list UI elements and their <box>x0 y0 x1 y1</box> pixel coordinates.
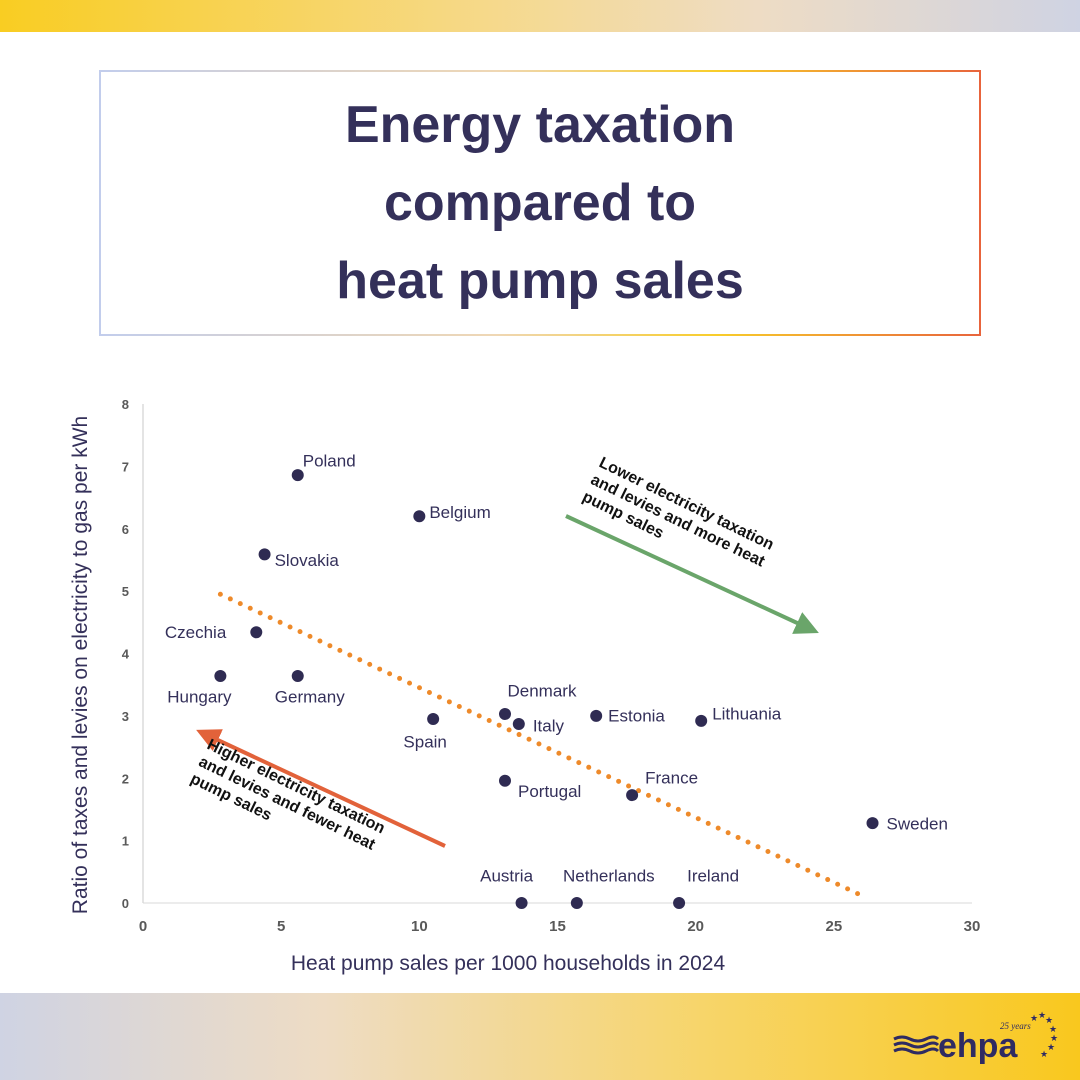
y-tick-label: 6 <box>122 522 129 537</box>
x-axis-label: Heat pump sales per 1000 households in 2… <box>291 952 726 975</box>
point-label: Spain <box>403 732 446 751</box>
point-label: Slovakia <box>275 551 340 570</box>
x-tick-label: 10 <box>411 918 428 935</box>
point-label: Lithuania <box>712 704 782 723</box>
y-tick-label: 0 <box>122 896 129 911</box>
svg-text:★: ★ <box>1047 1042 1055 1052</box>
point-label: Hungary <box>167 687 232 706</box>
point-label: Poland <box>303 452 356 471</box>
data-point <box>866 817 879 830</box>
annotation-line: Higher electricity taxation <box>204 736 387 837</box>
top-gradient-band <box>0 0 1080 32</box>
y-tick-label: 3 <box>122 709 129 724</box>
page-title: Energy taxation compared to heat pump sa… <box>336 96 744 310</box>
svg-text:★: ★ <box>1040 1049 1048 1059</box>
data-point <box>590 709 603 722</box>
data-point <box>258 548 271 561</box>
ehpa-logo: ehpa 25 years ★ ★★ ★★★★ <box>893 1010 1058 1065</box>
svg-text:★: ★ <box>1045 1015 1053 1025</box>
annotation-arrow <box>196 729 446 848</box>
data-point <box>498 774 511 787</box>
y-tick-label: 1 <box>122 834 129 849</box>
point-label: Italy <box>533 716 565 735</box>
trendline <box>217 591 870 901</box>
x-tick-label: 5 <box>277 918 285 935</box>
y-axis-label: Ratio of taxes and levies on electricity… <box>69 416 92 914</box>
point-label: Ireland <box>687 867 739 886</box>
point-label: Belgium <box>429 503 490 522</box>
point-label: Austria <box>480 867 533 886</box>
x-tick-label: 15 <box>549 918 566 935</box>
y-tick-label: 2 <box>122 771 129 786</box>
data-point <box>427 712 440 725</box>
data-point <box>695 714 708 727</box>
svg-text:★: ★ <box>1049 1024 1057 1034</box>
y-tick-label: 4 <box>122 647 130 662</box>
point-label: France <box>645 769 698 788</box>
annotation-line: Lower electricity taxation <box>596 454 776 553</box>
data-point <box>291 469 304 482</box>
point-label: Denmark <box>508 682 577 701</box>
svg-text:★: ★ <box>1030 1013 1038 1023</box>
y-tick-label: 7 <box>122 459 129 474</box>
x-tick-label: 30 <box>964 918 981 935</box>
data-point <box>626 789 639 802</box>
data-point <box>673 897 686 909</box>
svg-text:★: ★ <box>1050 1033 1058 1043</box>
data-point <box>214 669 227 682</box>
point-label: Netherlands <box>563 867 655 886</box>
annotation-arrow <box>565 514 819 634</box>
svg-text:★: ★ <box>1038 1010 1046 1020</box>
data-point <box>498 708 511 721</box>
data-point <box>515 897 528 909</box>
svg-text:ehpa: ehpa <box>938 1027 1018 1065</box>
title-box: Energy taxation compared to heat pump sa… <box>99 70 981 336</box>
data-point <box>250 626 263 639</box>
point-label: Estonia <box>608 706 665 725</box>
point-label: Czechia <box>165 623 227 642</box>
point-label: Portugal <box>518 782 581 801</box>
point-label: Sweden <box>887 815 948 834</box>
scatter-chart: 0 5 10 15 20 25 30 0 1 2 3 4 5 6 7 8 Lower electricity … <box>69 397 981 975</box>
y-tick-label: 8 <box>122 397 129 412</box>
point-label: Germany <box>275 687 345 706</box>
y-tick-label: 5 <box>122 584 129 599</box>
x-tick-label: 20 <box>687 918 704 935</box>
x-tick-label: 25 <box>825 918 842 935</box>
data-point <box>291 669 304 682</box>
data-point <box>512 717 525 730</box>
data-point <box>413 510 426 523</box>
data-point <box>570 897 583 909</box>
svg-text:25 years: 25 years <box>1000 1021 1031 1031</box>
x-tick-label: 0 <box>139 918 147 935</box>
